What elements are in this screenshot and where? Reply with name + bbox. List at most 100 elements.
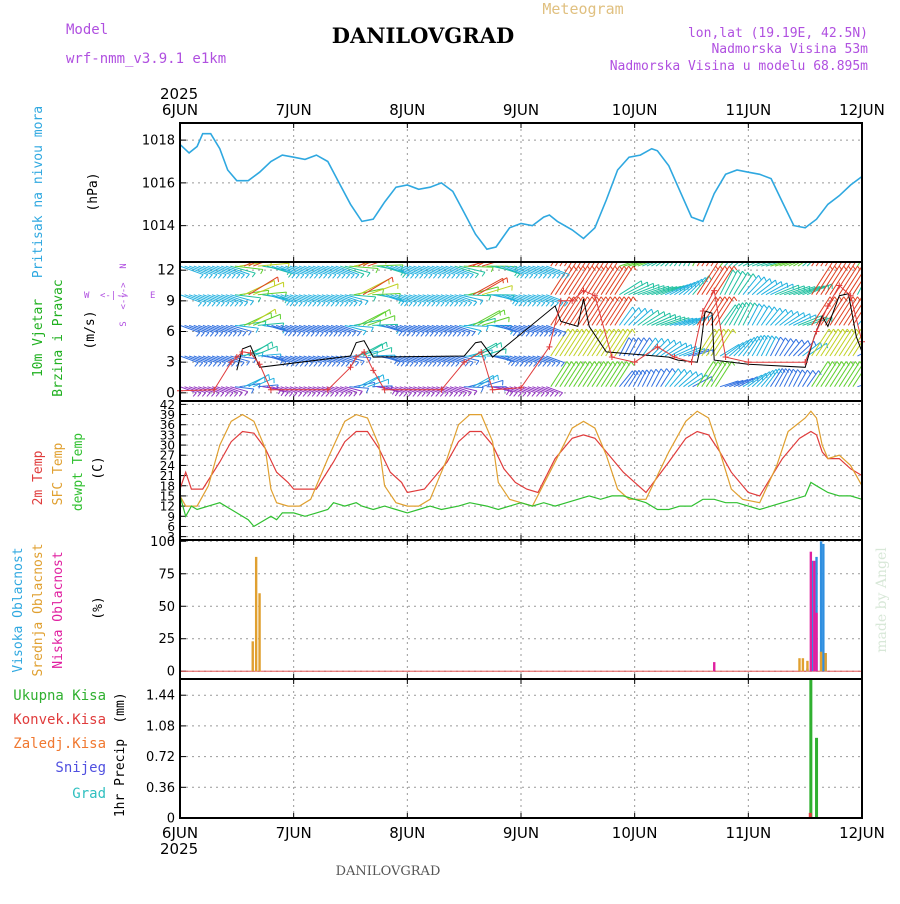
wind-barb-feather xyxy=(238,333,241,337)
wind-barb-feather xyxy=(366,388,368,392)
wind-barb-feather xyxy=(491,267,493,272)
wind-barb-feather xyxy=(441,303,444,307)
wind-barb-feather xyxy=(354,302,357,306)
wind-barb-feather xyxy=(403,332,406,336)
wind-barb-feather xyxy=(544,333,547,337)
lonlat-label: lon,lat (19.19E, 42.5N) xyxy=(688,26,868,41)
wind-barb-feather xyxy=(459,303,462,307)
wind-barb xyxy=(734,250,755,266)
wind-barb-feather xyxy=(278,277,279,282)
wind-barb-feather xyxy=(328,363,331,367)
wind-barb-feather xyxy=(674,252,675,257)
wind-barb xyxy=(555,329,572,356)
wind-barb xyxy=(359,376,379,387)
wind-barb-feather xyxy=(300,363,303,367)
wind-barb xyxy=(587,266,605,295)
time-tick-label-bottom: 7JUN xyxy=(276,824,312,842)
wind-barb-feather xyxy=(229,333,232,337)
wind-barb xyxy=(473,311,500,326)
wind-barb-feather xyxy=(461,275,464,279)
wind-barb-feather xyxy=(557,275,560,279)
wind-barb-feather xyxy=(209,363,212,367)
cloud-bar xyxy=(824,653,826,671)
wind-barb-feather xyxy=(346,275,349,279)
wind-barb-feather xyxy=(245,392,248,396)
wind-barb-feather xyxy=(239,303,242,307)
wind-barb xyxy=(848,297,866,326)
wind-barb-feather xyxy=(835,237,838,241)
wind-barb-feather xyxy=(433,363,436,367)
wind-barb xyxy=(857,381,877,387)
wind-barb xyxy=(844,361,860,386)
wind-barb xyxy=(560,329,577,356)
time-tick-label-top: 10JUN xyxy=(612,101,658,119)
wind-barb xyxy=(564,266,582,295)
wind-barb-feather xyxy=(517,274,520,278)
wind-barb xyxy=(770,337,780,356)
wind-barb-feather xyxy=(644,338,647,342)
time-tick-label-bottom: 10JUN xyxy=(612,824,658,842)
wind-barb-feather xyxy=(429,275,432,279)
wind-barb-feather xyxy=(440,393,443,397)
wind-barb-feather xyxy=(532,303,535,307)
wind-barb-feather xyxy=(301,275,304,279)
wind-barb xyxy=(363,249,392,266)
wind-barb-feather xyxy=(356,274,359,278)
wind-barb xyxy=(478,249,507,266)
wind-barb-feather xyxy=(243,332,246,336)
wind-barb-feather xyxy=(454,393,457,397)
wind-barb xyxy=(816,361,832,386)
wind-barb-feather xyxy=(218,275,221,279)
wind-barb-feather xyxy=(422,393,425,397)
wind-barb xyxy=(478,278,507,295)
wind-barb-feather xyxy=(457,333,460,337)
wind-barb-feather xyxy=(759,275,762,279)
wind-barb-feather xyxy=(780,337,783,341)
wind-barb-feather xyxy=(455,303,458,307)
wind-barb-feather xyxy=(334,333,337,337)
compass-e: E xyxy=(150,291,155,301)
wind-barb-feather xyxy=(738,244,741,248)
wind-barb-feather xyxy=(209,275,212,279)
y-tick-label: 75 xyxy=(158,567,175,582)
wind-gust-marker xyxy=(370,367,376,373)
wind-barb-feather xyxy=(244,302,247,306)
wind-barb-feather xyxy=(287,302,290,306)
wind-barb-feather xyxy=(791,339,794,343)
wind-barb-feather xyxy=(760,252,761,257)
wind-barb xyxy=(574,361,590,386)
wind-barb-feather xyxy=(867,266,870,270)
wind-barb-feather xyxy=(222,363,225,367)
wind-barb xyxy=(839,329,856,356)
precip-legend-freezing: Zaledj.Kisa xyxy=(13,736,106,752)
wind-barb-feather xyxy=(765,254,766,259)
wind-barb-feather xyxy=(569,237,572,241)
wind-barb-feather xyxy=(235,303,238,307)
wind-barb-feather xyxy=(697,243,700,247)
time-tick-label-top: 9JUN xyxy=(503,101,539,119)
wind-barb-feather xyxy=(217,303,220,307)
temp-ylabel-dewpt: dewpt Temp xyxy=(71,433,86,511)
wind-barb-feather xyxy=(218,363,221,367)
wind-barb-feather xyxy=(416,333,419,337)
wind-barb-feather xyxy=(456,275,459,279)
wind-barb-feather xyxy=(548,275,551,279)
wind-barb-feather xyxy=(633,307,636,311)
wind-barb-feather xyxy=(764,305,767,309)
wind-barb-feather xyxy=(780,308,782,312)
wind-barb-feather xyxy=(303,303,306,307)
wind-barb-feather xyxy=(554,333,557,337)
wind-barb-feather xyxy=(203,303,206,307)
wind-barb-feather xyxy=(322,303,325,307)
cloud-ylabel-high: Visoka Oblacnost xyxy=(11,547,26,672)
wind-barb-feather xyxy=(231,363,234,367)
wind-barb-feather xyxy=(314,363,317,367)
wind-barb-feather xyxy=(435,333,438,337)
compass-n: N xyxy=(119,263,129,268)
wind-barb-feather xyxy=(386,342,387,347)
wind-barb-feather xyxy=(796,339,799,343)
wind-barb-feather xyxy=(410,363,413,367)
wind-barb-feather xyxy=(587,237,590,241)
wind-barb-feather xyxy=(536,393,539,397)
